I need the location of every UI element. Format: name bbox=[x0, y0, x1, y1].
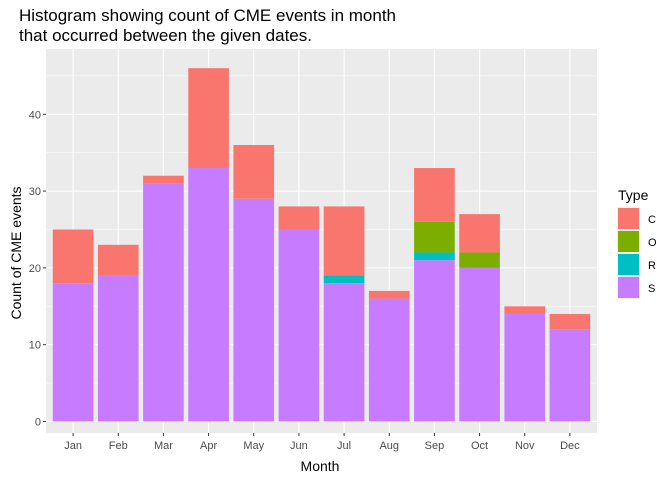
bar-segment-feb-c bbox=[97, 244, 139, 276]
x-tick-label: May bbox=[243, 440, 264, 452]
bar-segment-jul-c bbox=[323, 206, 365, 276]
bar-segment-aug-c bbox=[368, 290, 410, 299]
legend-label-o: O bbox=[648, 237, 657, 249]
legend-swatch-c bbox=[618, 208, 639, 229]
x-axis: Jan Feb Mar Apr May Jun Jul Aug Sep Oct Nov Dec bbox=[64, 433, 580, 452]
legend-label-c: C bbox=[648, 214, 656, 226]
legend-swatch-s bbox=[618, 277, 639, 298]
bar-segment-sep-o bbox=[414, 221, 455, 253]
x-tick-label: Aug bbox=[379, 440, 399, 452]
x-tick-label: Mar bbox=[154, 440, 173, 452]
x-tick-label: Dec bbox=[560, 440, 580, 452]
bar-segment-apr-s bbox=[188, 168, 229, 422]
bar-segment-nov-s bbox=[504, 313, 546, 422]
bar-segment-sep-c bbox=[414, 168, 455, 222]
legend-swatch-r bbox=[618, 254, 639, 275]
bar-segment-nov-c bbox=[504, 306, 546, 314]
y-tick-label: 20 bbox=[29, 263, 41, 275]
legend-label-r: R bbox=[648, 260, 656, 272]
chart-title-line-2: that occurred between the given dates. bbox=[19, 26, 312, 45]
y-tick-label: 40 bbox=[29, 109, 41, 121]
bar-segment-apr-c bbox=[188, 68, 229, 169]
bar-segment-feb-s bbox=[97, 275, 139, 422]
bar-segment-sep-r bbox=[414, 252, 455, 261]
bar-segment-jul-s bbox=[323, 283, 365, 422]
bar-segment-may-c bbox=[233, 145, 275, 199]
x-tick-label: Jan bbox=[64, 440, 82, 452]
y-tick-label: 0 bbox=[35, 416, 41, 428]
bar-segment-oct-c bbox=[459, 214, 500, 253]
x-tick-label: Jul bbox=[337, 440, 351, 452]
bar-segment-mar-c bbox=[143, 175, 184, 184]
bar-segment-jun-c bbox=[278, 206, 320, 230]
bar-segment-oct-s bbox=[459, 267, 500, 422]
bar-segment-may-s bbox=[233, 198, 275, 422]
x-tick-label: Oct bbox=[471, 440, 488, 452]
legend-title: Type bbox=[618, 187, 649, 203]
x-tick-label: Jun bbox=[290, 440, 308, 452]
y-tick-label: 10 bbox=[29, 340, 41, 352]
y-axis: 0 10 20 30 40 bbox=[29, 109, 46, 428]
bar-segment-mar-s bbox=[143, 183, 184, 422]
x-tick-label: Sep bbox=[425, 440, 445, 452]
bar-segment-dec-c bbox=[549, 313, 591, 330]
bar-segment-jun-s bbox=[278, 229, 320, 422]
bar-segment-dec-s bbox=[549, 329, 591, 422]
bars bbox=[52, 68, 591, 422]
bar-segment-jan-s bbox=[52, 283, 94, 422]
legend-swatch-o bbox=[618, 231, 639, 252]
legend-label-s: S bbox=[648, 283, 655, 295]
bar-segment-jan-c bbox=[52, 229, 94, 284]
x-tick-label: Apr bbox=[200, 440, 217, 452]
x-tick-label: Nov bbox=[515, 440, 535, 452]
x-tick-label: Feb bbox=[109, 440, 128, 452]
y-axis-title: Count of CME events bbox=[8, 186, 24, 319]
x-axis-title: Month bbox=[301, 458, 340, 474]
bar-segment-aug-s bbox=[368, 298, 410, 422]
bar-segment-oct-o bbox=[459, 252, 500, 268]
bar-segment-sep-s bbox=[414, 260, 455, 422]
y-tick-label: 30 bbox=[29, 186, 41, 198]
bar-segment-jul-r bbox=[323, 275, 365, 284]
chart-title-line-1: Histogram showing count of CME events in… bbox=[19, 6, 397, 25]
